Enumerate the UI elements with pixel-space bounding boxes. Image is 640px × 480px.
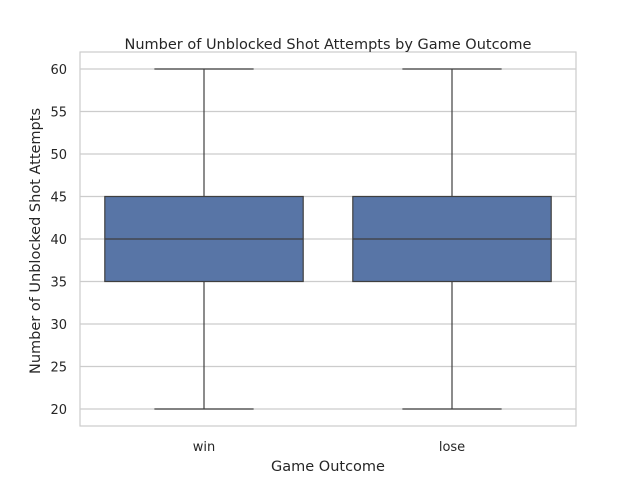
y-tick-label: 35 — [50, 276, 67, 291]
box-lose — [352, 68, 552, 410]
plot-area-frame — [79, 51, 577, 427]
x-tick-labels: win lose — [193, 440, 465, 455]
boxes — [104, 68, 552, 410]
y-tick-label: 40 — [50, 233, 67, 248]
y-tick-label: 30 — [50, 318, 67, 333]
y-tick-label: 25 — [50, 361, 67, 376]
y-tick-label: 45 — [50, 191, 67, 206]
y-tick-label: 20 — [50, 403, 67, 418]
y-tick-label: 60 — [50, 63, 67, 78]
y-axis-label: Number of Unblocked Shot Attempts — [28, 108, 44, 374]
x-axis-label: Game Outcome — [271, 459, 385, 475]
y-tick-label: 55 — [50, 106, 67, 121]
y-tick-labels: 20 25 30 35 40 45 50 55 60 — [50, 63, 67, 418]
chart-title: Number of Unblocked Shot Attempts by Gam… — [125, 37, 532, 53]
box-win — [104, 68, 304, 410]
x-tick-label: lose — [439, 440, 465, 455]
y-tick-label: 50 — [50, 148, 67, 163]
x-tick-label: win — [193, 440, 215, 455]
